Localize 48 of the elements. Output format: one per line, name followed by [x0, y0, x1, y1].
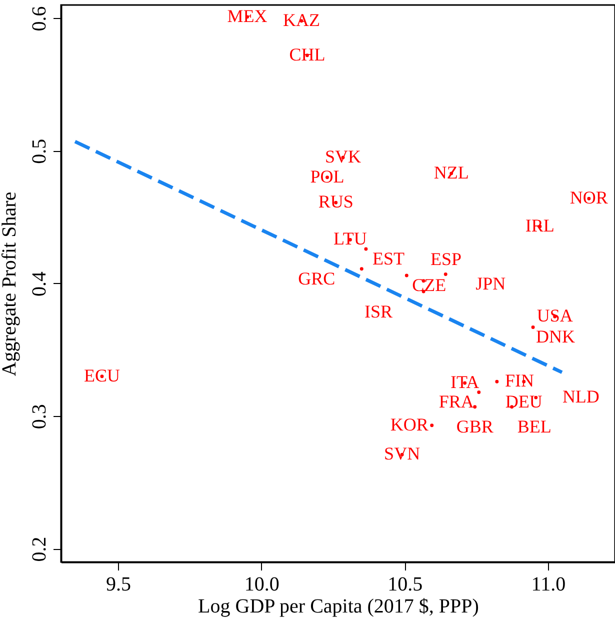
data-label: MEX [227, 6, 268, 26]
data-label: CHL [289, 44, 326, 64]
data-label: GRC [298, 268, 336, 288]
point [444, 272, 448, 276]
point [495, 380, 499, 384]
point [360, 267, 364, 271]
y-tick-label: 0.6 [28, 6, 50, 32]
data-label: FIN [504, 370, 534, 391]
data-label: NZL [434, 162, 469, 182]
data-label: KOR [390, 414, 428, 434]
point [477, 390, 481, 394]
data-label: ITA [450, 372, 480, 392]
y-tick-label: 0.4 [28, 272, 50, 296]
data-label: DEU [505, 392, 542, 412]
x-tick-label: 10.5 [388, 574, 423, 596]
point [430, 424, 434, 428]
data-label: POL [310, 166, 344, 186]
data-label: ISR [364, 301, 393, 322]
data-label: GBR [456, 416, 494, 437]
x-axis-title: Log GDP per Capita (2017 $, PPP) [198, 596, 479, 618]
data-label: NLD [562, 386, 600, 407]
data-label: RUS [318, 192, 354, 212]
point [531, 326, 535, 329]
data-label: FRA [438, 392, 474, 412]
data-label: SVK [325, 146, 362, 167]
point [364, 247, 368, 251]
data-label: DNK [536, 326, 576, 347]
data-label: IRL [525, 215, 554, 236]
data-label: EST [372, 248, 404, 268]
point [473, 405, 477, 409]
y-axis-title: Aggregate Profit Share [0, 192, 20, 376]
data-label: BEL [517, 416, 552, 437]
x-tick-label: 10.0 [244, 574, 280, 596]
data-label: CZE [412, 274, 446, 295]
data-label: NOR [570, 188, 608, 208]
y-tick-label: 0.2 [28, 536, 50, 562]
point [404, 274, 408, 278]
x-tick-label: 11.0 [531, 574, 566, 596]
data-label: USA [536, 306, 573, 326]
data-label: ESP [430, 248, 462, 269]
data-label: KAZ [282, 10, 320, 30]
data-label: JPN [476, 274, 506, 294]
y-tick-label: 0.5 [28, 138, 50, 164]
data-label: ECU [84, 365, 120, 386]
y-tick-label: 0.3 [28, 404, 50, 430]
data-label: SVN [384, 444, 420, 464]
data-label: LTU [334, 228, 367, 249]
x-tick-label: 9.5 [106, 574, 132, 596]
